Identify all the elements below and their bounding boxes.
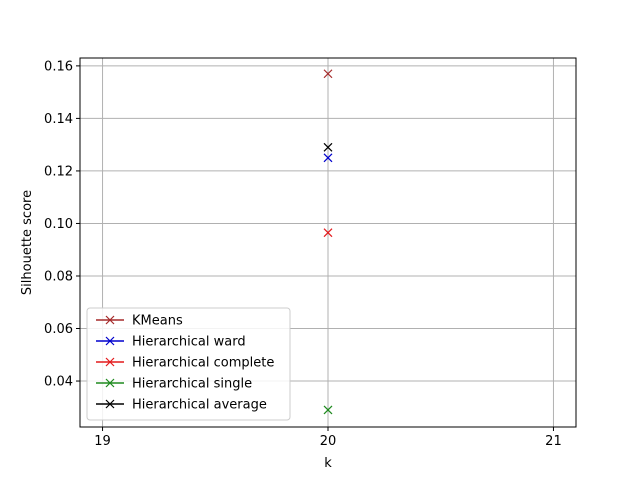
- legend-label: Hierarchical ward: [132, 335, 246, 350]
- legend-label: Hierarchical complete: [132, 356, 274, 371]
- legend: KMeans Hierarchical ward Hierarchical comp…: [86, 307, 291, 421]
- x-tick-label: 21: [545, 434, 562, 449]
- legend-box: [86, 307, 291, 421]
- legend-item: KMeans: [96, 314, 183, 329]
- data-point-hierarchical-ward: [323, 153, 333, 163]
- y-tick-label: 0.12: [44, 164, 73, 179]
- y-tick-label: 0.06: [44, 322, 73, 337]
- x-tick-label: 20: [320, 434, 337, 449]
- data-point-hierarchical-average: [323, 142, 333, 152]
- data-point-hierarchical-single: [323, 405, 333, 415]
- data-point-hierarchical-complete: [323, 228, 333, 238]
- legend-label: Hierarchical single: [132, 377, 252, 392]
- legend-item: Hierarchical single: [96, 377, 252, 392]
- data-point-kmeans: [323, 69, 333, 79]
- axis-ticks: 19 20 21 0.04 0.06 0.08 0.10 0.12 0.14 0.16: [44, 59, 562, 449]
- legend-item: Hierarchical ward: [96, 335, 246, 350]
- y-tick-label: 0.16: [44, 59, 73, 74]
- x-tick-label: 19: [94, 434, 111, 449]
- legend-label: Hierarchical average: [132, 398, 267, 413]
- y-axis-label: Silhouette score: [20, 190, 35, 295]
- y-tick-label: 0.08: [44, 269, 73, 284]
- y-tick-label: 0.04: [44, 375, 73, 390]
- legend-label: KMeans: [132, 314, 183, 329]
- x-axis-label: k: [324, 456, 332, 471]
- grid: [80, 58, 576, 427]
- y-tick-label: 0.10: [44, 217, 73, 232]
- legend-item: Hierarchical complete: [96, 356, 274, 371]
- y-tick-label: 0.14: [44, 112, 73, 127]
- data-points: [323, 69, 333, 415]
- legend-item: Hierarchical average: [96, 398, 267, 413]
